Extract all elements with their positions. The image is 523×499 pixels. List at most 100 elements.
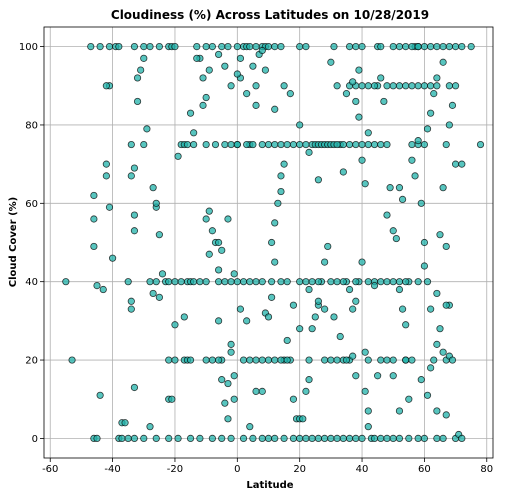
data-point — [339, 168, 347, 176]
data-point — [168, 395, 176, 403]
data-point — [152, 199, 160, 207]
data-point — [140, 54, 148, 62]
y-tick-label: 0 — [32, 434, 38, 445]
data-point — [233, 70, 241, 78]
data-point — [352, 297, 360, 305]
data-point — [395, 285, 404, 294]
data-point — [127, 297, 135, 305]
data-point — [283, 278, 291, 286]
data-point — [442, 140, 450, 149]
data-point — [296, 42, 304, 51]
data-point — [193, 42, 201, 51]
data-point — [408, 140, 416, 149]
data-point — [243, 90, 251, 98]
data-point — [218, 434, 226, 443]
data-point — [149, 289, 157, 298]
data-point — [252, 42, 260, 51]
data-point — [427, 305, 435, 313]
data-point — [333, 140, 341, 149]
data-point — [208, 227, 216, 235]
data-point — [289, 395, 298, 403]
data-point — [380, 97, 388, 106]
data-point — [302, 434, 310, 443]
data-point — [374, 372, 382, 380]
data-point — [364, 129, 372, 137]
data-point — [283, 140, 291, 149]
data-point — [137, 66, 145, 74]
data-point — [190, 129, 198, 137]
data-point — [202, 278, 210, 286]
data-point — [302, 387, 310, 395]
data-point — [442, 411, 450, 419]
data-point — [230, 395, 238, 403]
data-point — [321, 305, 329, 313]
data-point — [236, 54, 245, 62]
data-point — [364, 140, 372, 149]
data-point — [333, 278, 341, 286]
y-axis-label: Cloud Cover (%) — [8, 197, 19, 287]
data-point — [165, 278, 173, 286]
data-point — [302, 278, 310, 286]
data-point — [296, 325, 304, 333]
data-point — [414, 137, 422, 145]
data-point — [398, 195, 407, 203]
data-point — [236, 305, 245, 313]
x-tick-label: -60 — [42, 464, 58, 475]
data-point — [246, 356, 254, 364]
data-point — [199, 101, 207, 109]
data-point — [364, 423, 372, 431]
data-point — [152, 278, 160, 286]
data-point — [305, 148, 313, 156]
data-point — [130, 434, 139, 443]
data-point — [451, 160, 460, 168]
data-point — [427, 109, 435, 117]
data-point — [227, 278, 235, 286]
data-point — [327, 278, 335, 286]
x-tick-label: -20 — [167, 464, 183, 475]
chart-title: Cloudiness (%) Across Latitudes on 10/28… — [111, 8, 429, 22]
data-point — [327, 58, 335, 66]
data-point — [277, 172, 285, 180]
data-point — [246, 42, 254, 51]
data-point — [243, 140, 251, 149]
data-point — [143, 125, 151, 133]
data-point — [405, 434, 413, 443]
data-point — [352, 278, 360, 286]
data-point — [439, 42, 447, 51]
data-point — [174, 152, 182, 160]
data-point — [177, 278, 185, 286]
data-point — [389, 278, 397, 286]
data-point — [233, 140, 241, 149]
data-point — [389, 42, 397, 51]
data-point — [408, 82, 416, 90]
data-point — [420, 82, 429, 90]
data-point — [333, 356, 341, 364]
data-point — [339, 278, 347, 286]
data-point — [408, 42, 416, 51]
data-point — [227, 140, 235, 149]
data-point — [218, 246, 226, 254]
data-point — [239, 434, 248, 443]
data-point — [130, 164, 139, 172]
data-point — [146, 423, 154, 431]
data-point — [289, 140, 298, 149]
data-point — [377, 140, 385, 149]
data-point — [448, 101, 457, 109]
data-point — [283, 356, 291, 364]
data-point — [268, 238, 276, 247]
data-point — [448, 356, 457, 364]
data-point — [361, 180, 369, 188]
data-point — [451, 82, 460, 90]
data-point — [364, 356, 372, 364]
data-point — [271, 105, 279, 113]
data-point — [302, 140, 310, 149]
data-point — [271, 434, 279, 443]
data-point — [121, 419, 129, 427]
data-point — [62, 278, 70, 286]
data-point — [442, 301, 450, 309]
data-point — [271, 42, 279, 51]
data-point — [370, 140, 379, 149]
data-point — [268, 278, 276, 286]
data-point — [99, 285, 107, 294]
data-point — [105, 42, 114, 51]
